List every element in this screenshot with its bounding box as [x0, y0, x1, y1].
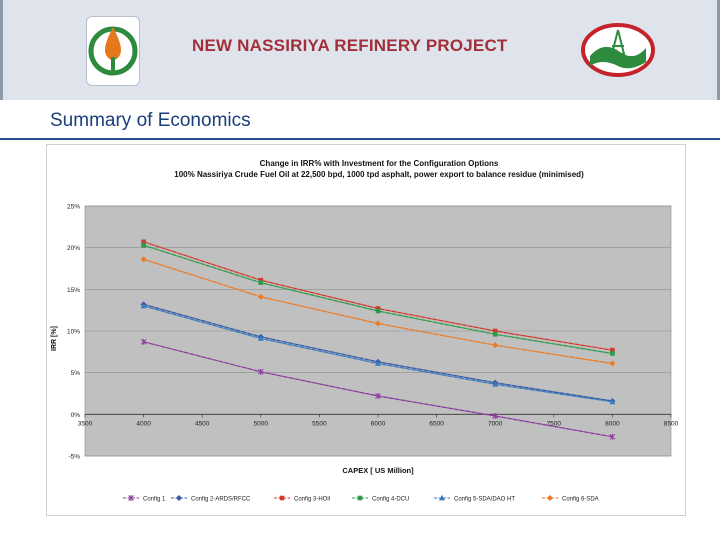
- data-point-triangle: [375, 360, 381, 366]
- data-point-triangle: [492, 381, 499, 387]
- data-point-square: [258, 277, 264, 283]
- series-group: [140, 256, 616, 367]
- irr-chart: Change in IRR% with Investment for the C…: [51, 159, 679, 503]
- oil-drop-logo-icon: [88, 26, 138, 76]
- data-point-star: [128, 495, 134, 501]
- legend-item: Config 3-HOil: [274, 495, 330, 503]
- data-point-square: [357, 495, 363, 501]
- data-point-square: [610, 351, 615, 356]
- legend-label: Config 6-SDA: [562, 497, 599, 503]
- data-point-star: [375, 393, 381, 399]
- data-point-triangle: [439, 494, 445, 501]
- x-tick-label: 6500: [429, 420, 444, 427]
- company-logo-right: [580, 22, 656, 78]
- data-point-diamond: [257, 293, 264, 300]
- x-tick-label: 7500: [547, 420, 562, 427]
- y-tick-label: 5%: [71, 370, 81, 377]
- data-point-diamond: [492, 342, 499, 349]
- chart-title: Change in IRR% with Investment for the C…: [260, 159, 499, 168]
- data-point-square: [492, 332, 498, 337]
- legend-label: Config 2-ARDS/RFCC: [191, 497, 251, 503]
- x-tick-label: 3500: [78, 420, 93, 427]
- y-tick-label: 15%: [67, 287, 80, 294]
- x-tick-label: 7000: [488, 420, 503, 427]
- y-tick-label: 25%: [67, 204, 80, 211]
- series-layer: [140, 239, 616, 440]
- chart-frame: Change in IRR% with Investment for the C…: [46, 144, 686, 516]
- data-point-diamond: [140, 256, 147, 263]
- y-tick-label: -5%: [68, 454, 80, 461]
- data-point-square: [141, 242, 146, 248]
- x-tick-label: 8500: [664, 420, 679, 427]
- data-point-square: [375, 308, 381, 314]
- legend-label: Config 5-SDA/DAO HT: [454, 497, 515, 503]
- section-title: Summary of Economics: [50, 110, 251, 131]
- y-axis-label: IRR [%]: [51, 326, 58, 351]
- data-point-star: [492, 413, 499, 419]
- data-point-square: [141, 239, 146, 245]
- data-point-square: [258, 280, 264, 285]
- x-tick-label: 5500: [312, 420, 327, 427]
- data-point-diamond: [609, 360, 616, 367]
- y-tick-label: 0%: [71, 412, 81, 419]
- legend-item: Config 2-ARDS/RFCC: [171, 495, 251, 503]
- y-tick-label: 20%: [67, 245, 80, 252]
- x-tick-label: 5000: [254, 420, 269, 427]
- legend-item: Config 5-SDA/DAO HT: [434, 494, 515, 503]
- series-group: [140, 302, 616, 405]
- x-tick-label: 4000: [136, 420, 151, 427]
- data-point-star: [609, 433, 616, 440]
- data-point-star: [257, 368, 264, 375]
- section-divider: [0, 138, 720, 140]
- data-point-triangle: [609, 398, 616, 405]
- refinery-tower-logo-icon: [581, 23, 655, 77]
- x-axis-label: CAPEX [ US Million]: [342, 466, 414, 475]
- legend-item: Config 6-SDA: [542, 495, 599, 503]
- data-point-square: [610, 347, 615, 353]
- y-tick-label: 10%: [67, 329, 80, 336]
- legend-item: Config 1: [123, 495, 166, 503]
- data-point-star: [140, 338, 147, 345]
- legend-item: Config 4-DCU: [352, 495, 409, 503]
- x-tick-label: 8000: [605, 420, 620, 427]
- project-title: NEW NASSIRIYA REFINERY PROJECT: [192, 36, 508, 55]
- data-point-triangle: [257, 335, 264, 341]
- axis-layer: -5% 0% 5% 10% 15% 20% 25% 3500 4000 4500 5000 5500 6…: [67, 204, 679, 461]
- data-point-diamond: [176, 495, 182, 501]
- data-point-square: [375, 306, 381, 311]
- data-point-triangle: [140, 302, 147, 309]
- data-point-diamond: [547, 495, 553, 501]
- data-point-diamond: [375, 320, 381, 327]
- legend-label: Config 3-HOil: [294, 497, 330, 503]
- data-point-square: [279, 495, 285, 501]
- chart-subtitle: 100% Nassiriya Crude Fuel Oil at 22,500 …: [174, 170, 584, 179]
- data-point-square: [492, 328, 498, 334]
- x-tick-label: 6000: [371, 420, 386, 427]
- legend-label: Config 1: [143, 497, 166, 503]
- legend-label: Config 4-DCU: [372, 497, 409, 503]
- x-tick-label: 4500: [195, 420, 210, 427]
- series-group: [140, 338, 616, 440]
- grid-layer: [85, 205, 671, 457]
- series-group: [141, 242, 615, 356]
- legend: Config 1 Config 2-ARDS/RFCC Config 3-HOil C…: [123, 494, 599, 503]
- series-group: [141, 239, 615, 353]
- company-logo-left: [86, 16, 140, 86]
